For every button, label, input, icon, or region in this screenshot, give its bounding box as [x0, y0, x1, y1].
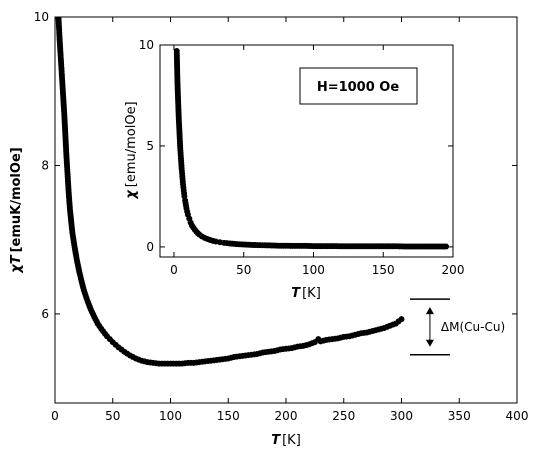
- main-x-tick-label-50: 50: [105, 409, 120, 423]
- main-data-point: [55, 0, 61, 6]
- main-data-point: [55, 9, 61, 15]
- inset-x-var: T: [291, 286, 301, 301]
- inset-x-tick-label-100: 100: [302, 263, 325, 277]
- inset-y-tick-label-5: 5: [146, 139, 154, 153]
- main-x-tick-label-300: 300: [390, 409, 413, 423]
- main-y-unit: [emuK/molOe]: [9, 147, 24, 252]
- inset-x-tick-label-200: 200: [442, 263, 465, 277]
- inset-data-point: [443, 244, 449, 250]
- main-x-unit: [K]: [282, 433, 301, 448]
- inset-x-axis-label: T [K]: [291, 286, 321, 301]
- delta-m-arrow-head-up: [426, 307, 434, 314]
- main-y-axis-label: χT [emuK/molOe]: [9, 147, 24, 273]
- main-x-tick-label-100: 100: [159, 409, 182, 423]
- inset-y-tick-label-10: 10: [139, 38, 154, 52]
- main-data-point: [55, 5, 61, 11]
- inset-y-axis-label: χ [emu/molOe]: [124, 101, 139, 199]
- main-x-tick-label-250: 250: [332, 409, 355, 423]
- main-data-point: [399, 316, 405, 322]
- inset-y-var: χ: [124, 189, 139, 200]
- main-x-var: T: [271, 433, 281, 448]
- main-data-point: [55, 0, 61, 4]
- main-y-tick-label-8: 8: [41, 158, 49, 172]
- main-x-tick-label-150: 150: [217, 409, 240, 423]
- delta-m-arrow-head-down: [426, 340, 434, 347]
- main-x-tick-label-0: 0: [51, 409, 59, 423]
- main-x-axis-label: T [K]: [271, 433, 301, 448]
- inset-y-unit: [emu/molOe]: [124, 101, 139, 187]
- main-data-point: [55, 2, 61, 8]
- inset-y-tick-label-0: 0: [146, 240, 154, 254]
- main-data-point: [55, 7, 61, 13]
- main-y-var: χT: [9, 254, 24, 273]
- main-x-tick-label-400: 400: [506, 409, 529, 423]
- delta-m-label: ΔM(Cu-Cu): [441, 320, 505, 334]
- inset-legend-text: H=1000 Oe: [317, 80, 400, 95]
- inset-x-tick-label-0: 0: [170, 263, 178, 277]
- inset-x-tick-label-150: 150: [372, 263, 395, 277]
- main-x-tick-label-200: 200: [275, 409, 298, 423]
- main-y-tick-label-6: 6: [41, 307, 49, 321]
- main-y-tick-label-10: 10: [34, 10, 49, 24]
- inset-x-tick-label-50: 50: [236, 263, 251, 277]
- main-data-point: [55, 0, 61, 1]
- main-x-tick-label-350: 350: [448, 409, 471, 423]
- inset-x-unit: [K]: [302, 286, 321, 301]
